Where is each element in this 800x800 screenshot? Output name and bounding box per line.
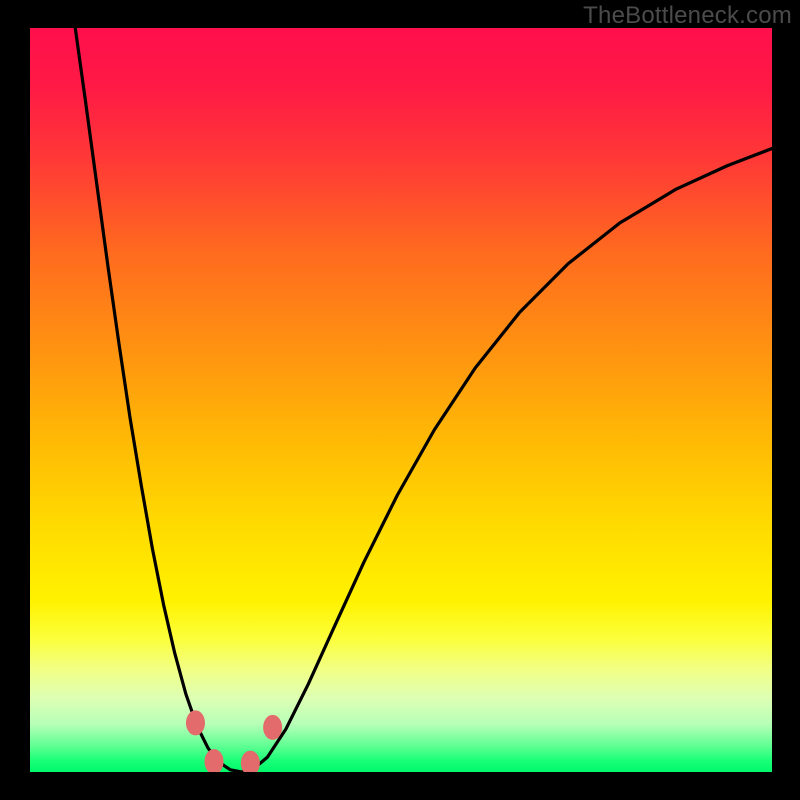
valley-marker-0 (186, 711, 204, 735)
valley-marker-3 (264, 715, 282, 739)
plot-svg (30, 28, 772, 772)
valley-marker-1 (205, 750, 223, 772)
figure-root: TheBottleneck.com (0, 0, 800, 800)
gradient-background (30, 28, 772, 772)
valley-marker-2 (241, 751, 259, 772)
watermark-text: TheBottleneck.com (583, 2, 792, 30)
plot-area (30, 28, 772, 772)
